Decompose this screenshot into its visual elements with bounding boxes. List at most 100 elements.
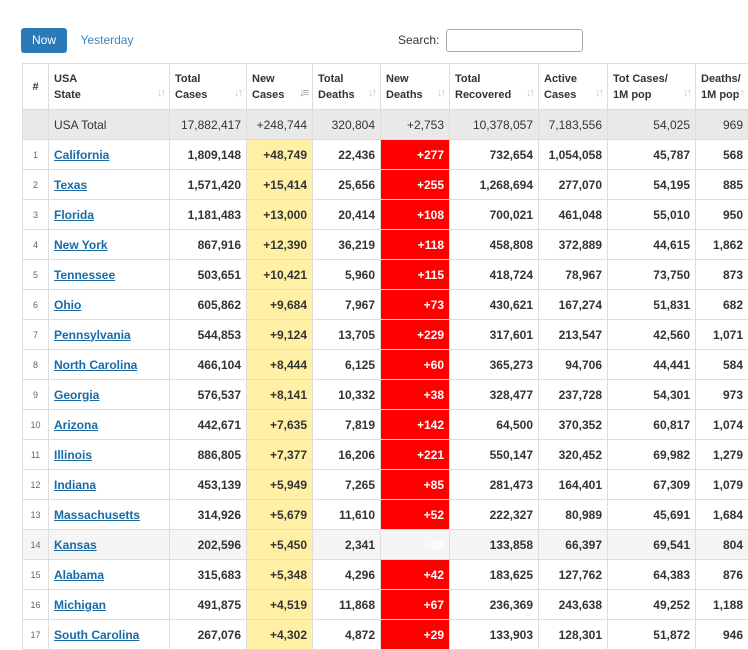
column-header-tot-cases-1m[interactable]: Tot Cases/1M pop↓↑ bbox=[608, 64, 696, 110]
total-deaths-cell: 11,610 bbox=[313, 500, 381, 530]
state-link[interactable]: Texas bbox=[54, 178, 87, 192]
state-name-cell: Tennessee bbox=[49, 260, 170, 290]
state-link[interactable]: New York bbox=[54, 238, 108, 252]
sort-icon[interactable]: ↓↑ bbox=[234, 85, 241, 101]
state-link[interactable]: Alabama bbox=[54, 568, 104, 582]
row-index-cell: 3 bbox=[23, 200, 49, 230]
new-deaths-cell: +42 bbox=[381, 560, 450, 590]
column-header-idx[interactable]: # bbox=[23, 64, 49, 110]
total-cases-cell: 1,571,420 bbox=[170, 170, 247, 200]
tot-cases-1m-cell: 49,252 bbox=[608, 590, 696, 620]
new-deaths-cell: +38 bbox=[381, 380, 450, 410]
total-cases-cell: 503,651 bbox=[170, 260, 247, 290]
state-name-cell: Ohio bbox=[49, 290, 170, 320]
state-name-cell: Michigan bbox=[49, 590, 170, 620]
state-link[interactable]: Tennessee bbox=[54, 268, 115, 282]
sort-icon[interactable]: ↓↑ bbox=[683, 85, 690, 101]
yesterday-tab[interactable]: Yesterday bbox=[74, 28, 140, 53]
state-link[interactable]: Pennsylvania bbox=[54, 328, 131, 342]
new-deaths-cell: +142 bbox=[381, 410, 450, 440]
header-label-line: Cases bbox=[544, 87, 602, 103]
total-active-cases-cell: 7,183,556 bbox=[539, 110, 608, 140]
state-link[interactable]: Massachusetts bbox=[54, 508, 140, 522]
search-input[interactable] bbox=[446, 29, 583, 52]
state-link[interactable]: California bbox=[54, 148, 109, 162]
deaths-1m-cell: 876 bbox=[696, 560, 748, 590]
new-cases-cell: +4,302 bbox=[247, 620, 313, 650]
new-cases-cell: +9,684 bbox=[247, 290, 313, 320]
sort-icon[interactable]: ↓↑ bbox=[368, 85, 375, 101]
header-label-line: Recovered bbox=[455, 87, 533, 103]
new-deaths-cell: +108 bbox=[381, 200, 450, 230]
total-recovered-cell: 64,500 bbox=[450, 410, 539, 440]
column-header-deaths-1m[interactable]: Deaths/1M pop↓↑ bbox=[696, 64, 748, 110]
new-deaths-cell: +52 bbox=[381, 500, 450, 530]
row-index-cell: 13 bbox=[23, 500, 49, 530]
header-label-line: # bbox=[28, 79, 43, 95]
active-cases-cell: 66,397 bbox=[539, 530, 608, 560]
state-link[interactable]: Illinois bbox=[54, 448, 92, 462]
header-label-line: New bbox=[386, 71, 444, 87]
total-recovered-cell: 222,327 bbox=[450, 500, 539, 530]
new-deaths-cell: +221 bbox=[381, 440, 450, 470]
state-link[interactable]: Florida bbox=[54, 208, 94, 222]
total-new-cases-cell: +248,744 bbox=[247, 110, 313, 140]
deaths-1m-cell: 1,684 bbox=[696, 500, 748, 530]
state-link[interactable]: Kansas bbox=[54, 538, 97, 552]
total-recovered-cell: 133,903 bbox=[450, 620, 539, 650]
state-link[interactable]: Georgia bbox=[54, 388, 99, 402]
total-cases-cell: 886,805 bbox=[170, 440, 247, 470]
sort-icon[interactable]: ↓↑ bbox=[437, 85, 444, 101]
sort-icon[interactable]: ↓↑ bbox=[526, 85, 533, 101]
search-label: Search: bbox=[398, 33, 439, 47]
new-cases-cell: +5,949 bbox=[247, 470, 313, 500]
new-cases-cell: +5,450 bbox=[247, 530, 313, 560]
row-index-cell: 11 bbox=[23, 440, 49, 470]
new-deaths-cell: +277 bbox=[381, 140, 450, 170]
total-deaths-cell: 4,872 bbox=[313, 620, 381, 650]
total-recovered-cell: 365,273 bbox=[450, 350, 539, 380]
new-cases-cell: +5,348 bbox=[247, 560, 313, 590]
row-index-cell: 5 bbox=[23, 260, 49, 290]
sort-icon[interactable]: ↓↑ bbox=[736, 85, 743, 101]
tot-cases-1m-cell: 44,615 bbox=[608, 230, 696, 260]
now-tab[interactable]: Now bbox=[21, 28, 67, 53]
total-deaths-cell: 2,341 bbox=[313, 530, 381, 560]
header-label-line: Total bbox=[318, 71, 375, 87]
deaths-1m-cell: 950 bbox=[696, 200, 748, 230]
total-deaths-cell: 4,296 bbox=[313, 560, 381, 590]
sort-icon[interactable]: ↓↑ bbox=[157, 85, 164, 101]
total-tot-cases-1m-cell: 54,025 bbox=[608, 110, 696, 140]
total-deaths-cell: 5,960 bbox=[313, 260, 381, 290]
sort-icon[interactable]: ↓≡ bbox=[299, 85, 307, 101]
state-name-cell: Kansas bbox=[49, 530, 170, 560]
state-link[interactable]: Indiana bbox=[54, 478, 96, 492]
tot-cases-1m-cell: 51,872 bbox=[608, 620, 696, 650]
row-index-cell: 16 bbox=[23, 590, 49, 620]
state-link[interactable]: Michigan bbox=[54, 598, 106, 612]
state-link[interactable]: Arizona bbox=[54, 418, 98, 432]
state-link[interactable]: North Carolina bbox=[54, 358, 137, 372]
total-cases-cell: 1,181,483 bbox=[170, 200, 247, 230]
new-deaths-cell: +85 bbox=[381, 470, 450, 500]
new-cases-cell: +8,444 bbox=[247, 350, 313, 380]
state-link[interactable]: Ohio bbox=[54, 298, 81, 312]
sort-icon[interactable]: ↓↑ bbox=[595, 85, 602, 101]
state-link[interactable]: South Carolina bbox=[54, 628, 139, 642]
total-deaths-cell: 16,206 bbox=[313, 440, 381, 470]
tot-cases-1m-cell: 44,441 bbox=[608, 350, 696, 380]
total-deaths-cell: 20,414 bbox=[313, 200, 381, 230]
